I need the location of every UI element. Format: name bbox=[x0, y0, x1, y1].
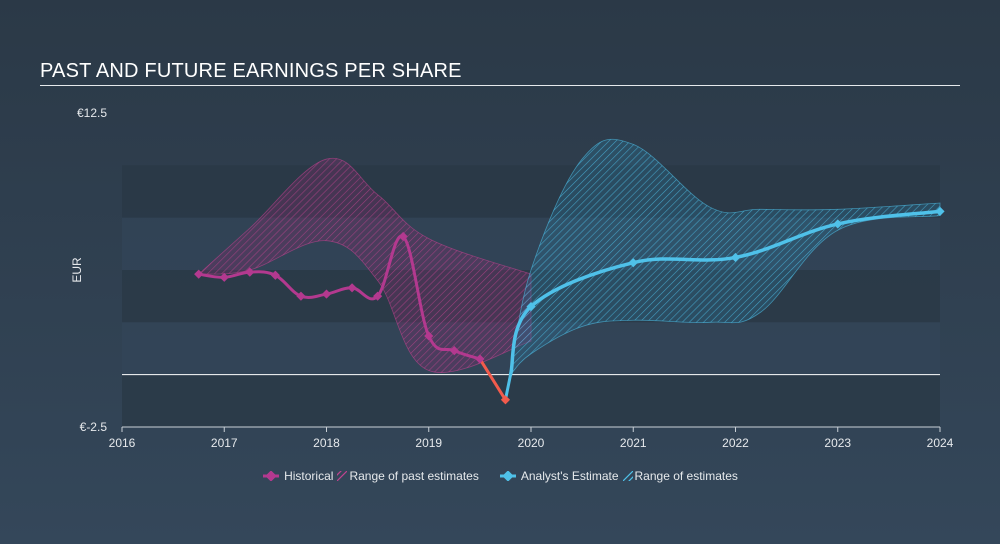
historical-point-11 bbox=[475, 354, 485, 364]
band-1 bbox=[122, 165, 940, 218]
estimate-point-2 bbox=[628, 258, 638, 268]
x-tick-label-2018: 2018 bbox=[313, 436, 340, 450]
historical-point-2 bbox=[245, 267, 255, 277]
estimate-connector bbox=[503, 373, 513, 402]
x-tick-label-2021: 2021 bbox=[620, 436, 647, 450]
legend-item-past-range[interactable]: Range of past estimates bbox=[337, 469, 479, 483]
x-ticks: 2016 2017 2018 2019 2020 2021 2022 2023 2024 bbox=[109, 427, 954, 450]
historical-point-9 bbox=[424, 331, 434, 341]
x-tick-label-2019: 2019 bbox=[415, 436, 442, 450]
historical-marker-icon bbox=[263, 471, 280, 481]
legend: Historical Range of past estimates Analy… bbox=[0, 469, 1000, 483]
y-ticks: €12.5 €-2.5 bbox=[77, 106, 107, 434]
range-areas bbox=[197, 138, 941, 376]
legend-label-estimate-range: Range of estimates bbox=[634, 469, 738, 483]
title-divider bbox=[40, 85, 960, 86]
legend-label-estimate: Analyst's Estimate bbox=[520, 469, 619, 483]
estimates-range-area bbox=[509, 138, 941, 376]
estimate-marker-icon bbox=[499, 471, 516, 481]
historical-point-12 bbox=[500, 395, 511, 405]
y-tick-label-0: €12.5 bbox=[77, 106, 107, 120]
historical-point-5 bbox=[321, 289, 332, 299]
estimate-point-1 bbox=[526, 302, 536, 312]
legend-label-past-range: Range of past estimates bbox=[349, 469, 479, 483]
band-5 bbox=[122, 374, 940, 427]
past-range-hatch-icon bbox=[337, 471, 348, 481]
y-tick-label-1: €-2.5 bbox=[80, 420, 108, 434]
y-axis-label: EUR bbox=[70, 257, 84, 283]
legend-item-historical[interactable]: Historical bbox=[262, 469, 333, 483]
historical-point-10 bbox=[449, 345, 459, 356]
chart-title: PAST AND FUTURE EARNINGS PER SHARE bbox=[40, 60, 462, 82]
legend-item-estimate[interactable]: Analyst's Estimate bbox=[499, 469, 619, 483]
estimate-point-3 bbox=[730, 252, 741, 263]
legend-label-historical: Historical bbox=[284, 469, 334, 483]
historical-point-1 bbox=[219, 272, 229, 282]
x-tick-label-2024: 2024 bbox=[927, 436, 954, 450]
x-tick-label-2017: 2017 bbox=[211, 436, 238, 450]
historical-point-3 bbox=[270, 270, 280, 280]
series-points bbox=[194, 206, 945, 405]
historical-point-7 bbox=[373, 291, 383, 301]
estimate-range-hatch-icon bbox=[622, 471, 633, 481]
estimate-point-5 bbox=[935, 206, 945, 216]
legend-item-estimate-range[interactable]: Range of estimates bbox=[622, 469, 738, 483]
historical-point-0 bbox=[194, 269, 204, 279]
x-tick-label-2016: 2016 bbox=[109, 436, 136, 450]
historical-point-4 bbox=[296, 291, 306, 301]
estimate-point-4 bbox=[833, 219, 843, 229]
x-tick-label-2022: 2022 bbox=[722, 436, 749, 450]
historical-point-6 bbox=[347, 283, 357, 293]
x-tick-label-2023: 2023 bbox=[824, 436, 851, 450]
historical-negative-segment bbox=[478, 357, 507, 402]
x-tick-label-2020: 2020 bbox=[518, 436, 545, 450]
historical-point-8 bbox=[398, 231, 408, 242]
